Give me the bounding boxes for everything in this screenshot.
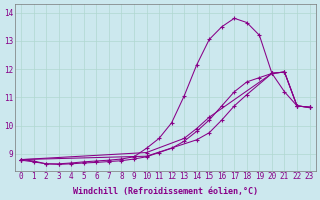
- X-axis label: Windchill (Refroidissement éolien,°C): Windchill (Refroidissement éolien,°C): [73, 187, 258, 196]
